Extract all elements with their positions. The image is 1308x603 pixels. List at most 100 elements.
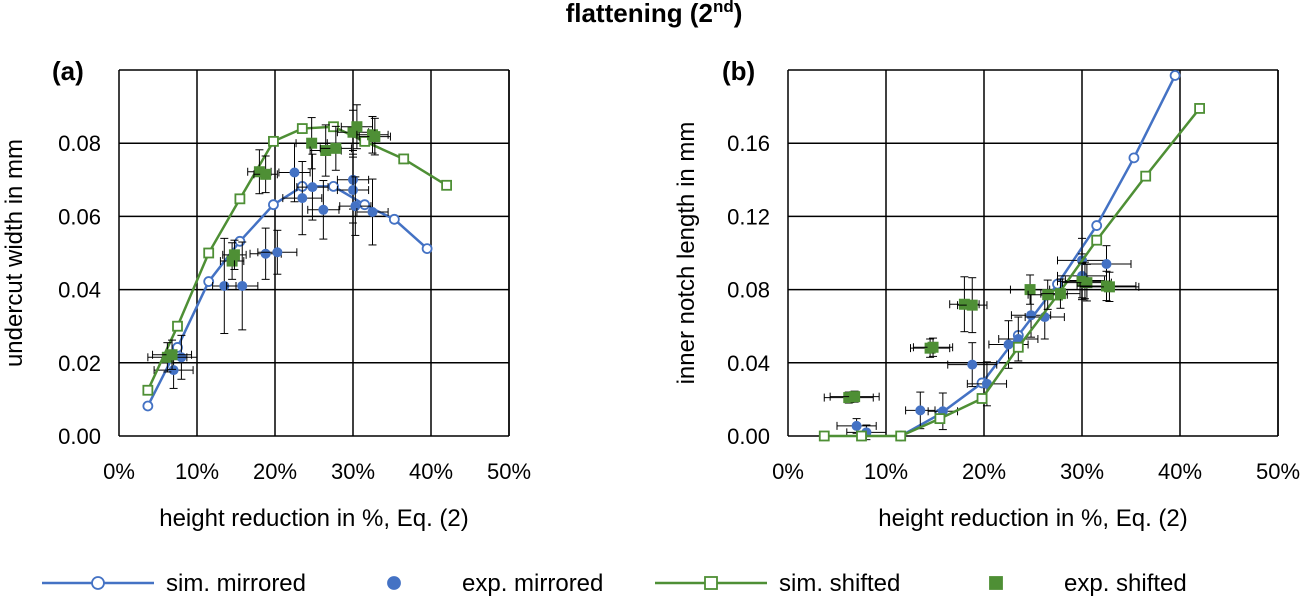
y-tick-label-a-2: 0.04 (58, 278, 101, 303)
x-tick-label-b-5: 50% (1256, 459, 1300, 484)
data-point-a-3-10 (351, 121, 363, 133)
series-line-b-2 (824, 107, 1201, 438)
data-point-b-3-12 (1103, 281, 1115, 293)
data-point-a-1-0 (168, 365, 179, 376)
legend-label-2: sim. shifted (779, 570, 900, 597)
y-tick-label-b-0: 0.00 (727, 424, 770, 449)
data-point-a-1-6 (289, 167, 300, 178)
chart-panel-a: 0% 10% 20% 30% 40% 50% 0.00 0.02 0.04 0.06 0.08 hei… (1, 56, 531, 532)
legend-label-3: exp. shifted (1064, 570, 1187, 597)
data-point-b-0-6 (1128, 152, 1140, 164)
data-point-a-0-4 (268, 199, 279, 211)
data-point-b-1-4 (967, 359, 978, 370)
data-point-b-2-5 (1012, 341, 1024, 353)
x-tick-label-a-1: 10% (175, 459, 219, 484)
chart-panel-b: 0% 10% 20% 30% 40% 50% 0.00 0.04 0.08 0.12 0.16 hei… (673, 56, 1300, 532)
data-point-a-0-9 (421, 243, 433, 255)
chart-legend: sim. mirrored exp. mirrored sim. shifted ex… (42, 570, 1187, 597)
data-point-b-0-7 (1169, 70, 1181, 81)
data-point-b-3-5 (966, 299, 978, 311)
panel-label-b: (b) (722, 56, 755, 86)
x-axis-label-b: height reduction in %, Eq. (2) (878, 505, 1188, 532)
data-point-a-0-3 (234, 235, 246, 247)
figure-title-close: ) (734, 0, 743, 28)
data-point-b-2-8 (1140, 170, 1152, 182)
data-point-a-0-0 (142, 400, 154, 412)
data-point-a-3-7 (320, 145, 332, 157)
y-tick-label-a-3: 0.06 (58, 204, 101, 229)
y-tick-label-b-4: 0.16 (727, 131, 770, 156)
data-point-a-3-2 (226, 255, 238, 267)
data-point-b-1-13 (1101, 258, 1112, 269)
x-tick-label-a-0: 0% (103, 459, 135, 484)
legend-label-0: sim. mirrored (166, 570, 306, 597)
figure-title: flattening (2nd) (566, 0, 743, 28)
data-point-a-1-11 (348, 185, 358, 196)
data-point-b-2-0 (818, 430, 830, 442)
series-line-a-2 (146, 125, 448, 391)
data-point-b-3-1 (849, 391, 861, 403)
data-point-b-1-8 (1026, 310, 1037, 321)
data-point-b-3-6 (1024, 284, 1036, 296)
data-point-a-0-7 (359, 199, 371, 211)
x-axis-label-a: height reduction in %, Eq. (2) (159, 505, 469, 532)
x-tick-label-b-2: 20% (962, 459, 1006, 484)
y-tick-label-b-1: 0.04 (727, 351, 770, 376)
series-line-b-0 (900, 74, 1177, 438)
y-axis-label-a: undercut width in mm (1, 139, 28, 367)
data-point-a-2-1 (172, 320, 183, 332)
data-point-b-2-1 (856, 430, 867, 442)
data-point-a-3-5 (260, 168, 272, 180)
data-point-a-1-5 (272, 247, 283, 258)
data-point-a-2-2 (203, 247, 215, 259)
panel-label-a: (a) (52, 56, 84, 86)
data-point-b-3-7 (1042, 289, 1054, 301)
data-point-b-3-0 (843, 392, 855, 404)
data-point-a-0-6 (328, 180, 339, 192)
data-point-a-3-6 (306, 137, 318, 149)
data-point-a-1-3 (237, 280, 248, 291)
figure-title-main: flattening (2 (566, 0, 713, 28)
data-point-a-1-7 (297, 193, 308, 204)
x-tick-label-a-2: 20% (253, 459, 297, 484)
x-tick-label-a-3: 30% (331, 459, 375, 484)
data-point-a-2-0 (142, 384, 154, 396)
legend-marker-3 (989, 576, 1003, 590)
data-point-a-2-5 (296, 123, 308, 134)
y-axis-label-b: inner notch length in mm (673, 122, 700, 385)
y-tick-label-b-2: 0.08 (727, 278, 770, 303)
data-point-a-2-4 (268, 135, 279, 147)
data-point-a-2-3 (234, 193, 246, 205)
x-tick-label-b-3: 30% (1060, 459, 1104, 484)
data-point-a-0-8 (388, 213, 400, 225)
data-point-a-1-4 (260, 248, 271, 259)
data-point-b-2-3 (934, 413, 946, 425)
data-point-b-3-4 (958, 298, 970, 310)
data-point-b-1-0 (851, 420, 862, 431)
data-point-b-1-6 (1003, 339, 1014, 350)
data-point-a-2-9 (441, 179, 453, 191)
data-point-a-1-12 (350, 201, 361, 212)
data-point-b-0-5 (1091, 220, 1103, 231)
data-point-b-1-2 (915, 405, 926, 416)
legend-marker-0 (91, 576, 105, 590)
y-tick-label-b-3: 0.12 (727, 204, 770, 229)
data-point-a-2-8 (398, 153, 410, 165)
y-tick-label-a-4: 0.08 (58, 131, 101, 156)
data-point-b-2-4 (976, 393, 988, 404)
x-tick-label-a-5: 50% (487, 459, 531, 484)
data-point-b-2-2 (895, 430, 907, 442)
x-tick-label-b-4: 40% (1158, 459, 1202, 484)
y-tick-label-a-1: 0.02 (58, 351, 101, 376)
data-point-a-3-8 (330, 142, 342, 154)
x-tick-label-b-1: 10% (864, 459, 908, 484)
legend-marker-1 (387, 576, 401, 590)
figure-title-superscript: nd (713, 0, 734, 16)
legend-marker-2 (704, 576, 718, 590)
data-point-a-0-2 (203, 276, 215, 287)
data-point-b-3-8 (1054, 288, 1066, 300)
x-tick-label-a-4: 40% (409, 459, 453, 484)
data-point-b-2-9 (1194, 103, 1205, 114)
data-point-a-3-4 (253, 166, 265, 178)
